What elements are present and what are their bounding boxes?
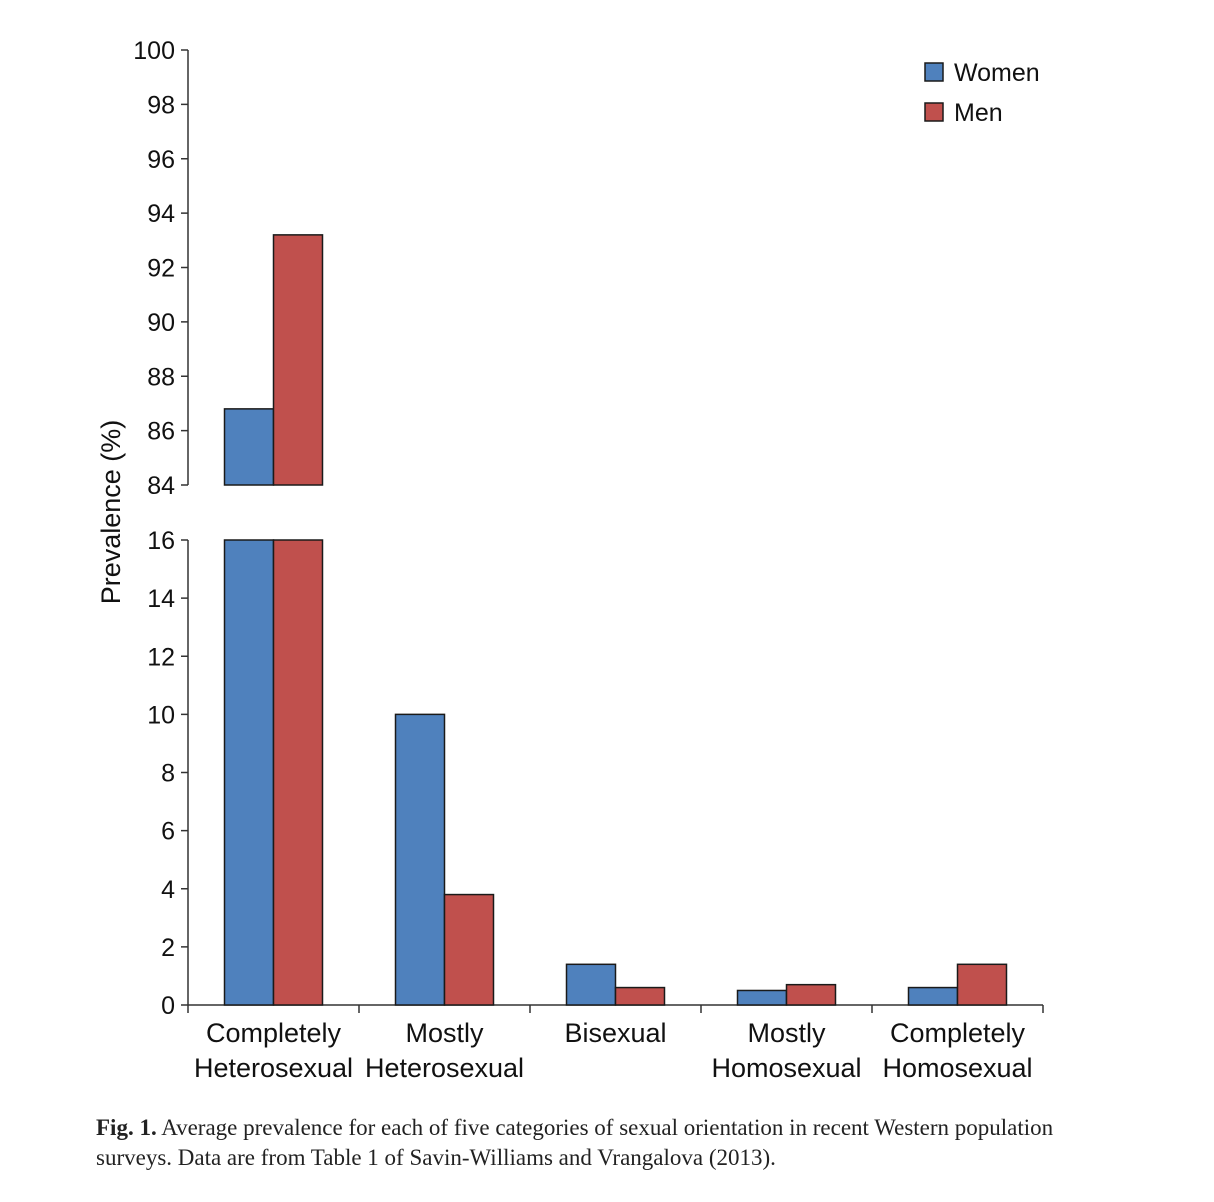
upper-y-tick-label: 84: [147, 472, 175, 500]
category-label: Homosexual: [882, 1053, 1032, 1083]
lower-y-tick-label: 6: [161, 818, 175, 846]
lower-y-tick-label: 2: [161, 934, 175, 962]
upper-y-tick-label: 100: [133, 37, 175, 65]
lower-y-axis-ticks: 0 2 4 6 8 10 12 14 16: [147, 527, 188, 1020]
legend-label-men: Men: [954, 99, 1003, 127]
caption-label: Fig. 1.: [96, 1115, 157, 1140]
category-label: Mostly: [405, 1018, 484, 1048]
bar-women: [736, 989, 788, 1006]
upper-y-tick-label: 92: [147, 255, 175, 283]
upper-y-tick-label: 90: [147, 309, 175, 337]
bar-women: [565, 963, 617, 1006]
bar-men: [785, 983, 837, 1006]
bar-women-upper-segment: [223, 408, 275, 486]
category-label: Heterosexual: [365, 1053, 524, 1083]
upper-y-tick-label: 94: [147, 200, 175, 228]
legend-swatch-men: [924, 102, 944, 122]
category-labels: Completely Heterosexual Mostly Heterosexual…: [194, 1018, 1033, 1083]
bar-women: [394, 713, 446, 1006]
bar-women: [907, 986, 959, 1006]
category-label: Completely: [890, 1018, 1026, 1048]
legend: Women Men: [924, 59, 1040, 127]
category-label: Bisexual: [564, 1018, 666, 1048]
upper-y-tick-label: 86: [147, 418, 175, 446]
category-label: Completely: [206, 1018, 342, 1048]
bar-women-lower-segment: [223, 539, 275, 1006]
lower-y-tick-label: 4: [161, 876, 175, 904]
lower-y-tick-label: 0: [161, 992, 175, 1020]
category-label: Homosexual: [711, 1053, 861, 1083]
bar-men: [614, 986, 666, 1006]
bar-men-upper-segment: [272, 234, 324, 486]
x-axis-ticks: [187, 1005, 1044, 1013]
upper-y-tick-label: 96: [147, 146, 175, 174]
bar-men: [956, 963, 1008, 1006]
legend-swatch-women: [924, 62, 944, 82]
upper-y-axis-ticks: 84 86 88 90 92 94 96 98 100: [133, 37, 188, 500]
bars-group: [223, 234, 1008, 1006]
category-label: Mostly: [747, 1018, 826, 1048]
upper-y-tick-label: 98: [147, 91, 175, 119]
lower-y-tick-label: 14: [147, 585, 175, 613]
y-axis-title: Prevalence (%): [96, 420, 126, 605]
lower-y-tick-label: 10: [147, 701, 175, 729]
bar-chart: 84 86 88 90 92 94 96 98 100 0 2 4 6 8 10 12 14 16 Comple…: [96, 37, 1044, 1083]
upper-y-tick-label: 88: [147, 363, 175, 391]
bar-men: [443, 893, 495, 1006]
category-label: Heterosexual: [194, 1053, 353, 1083]
lower-y-tick-label: 12: [147, 643, 175, 671]
legend-label-women: Women: [954, 59, 1040, 87]
figure-caption: Fig. 1. Average prevalence for each of f…: [96, 1113, 1056, 1173]
bar-men-lower-segment: [272, 539, 324, 1006]
caption-text: Average prevalence for each of five cate…: [96, 1115, 1054, 1170]
lower-y-tick-label: 8: [161, 760, 175, 788]
lower-y-tick-label: 16: [147, 527, 175, 555]
